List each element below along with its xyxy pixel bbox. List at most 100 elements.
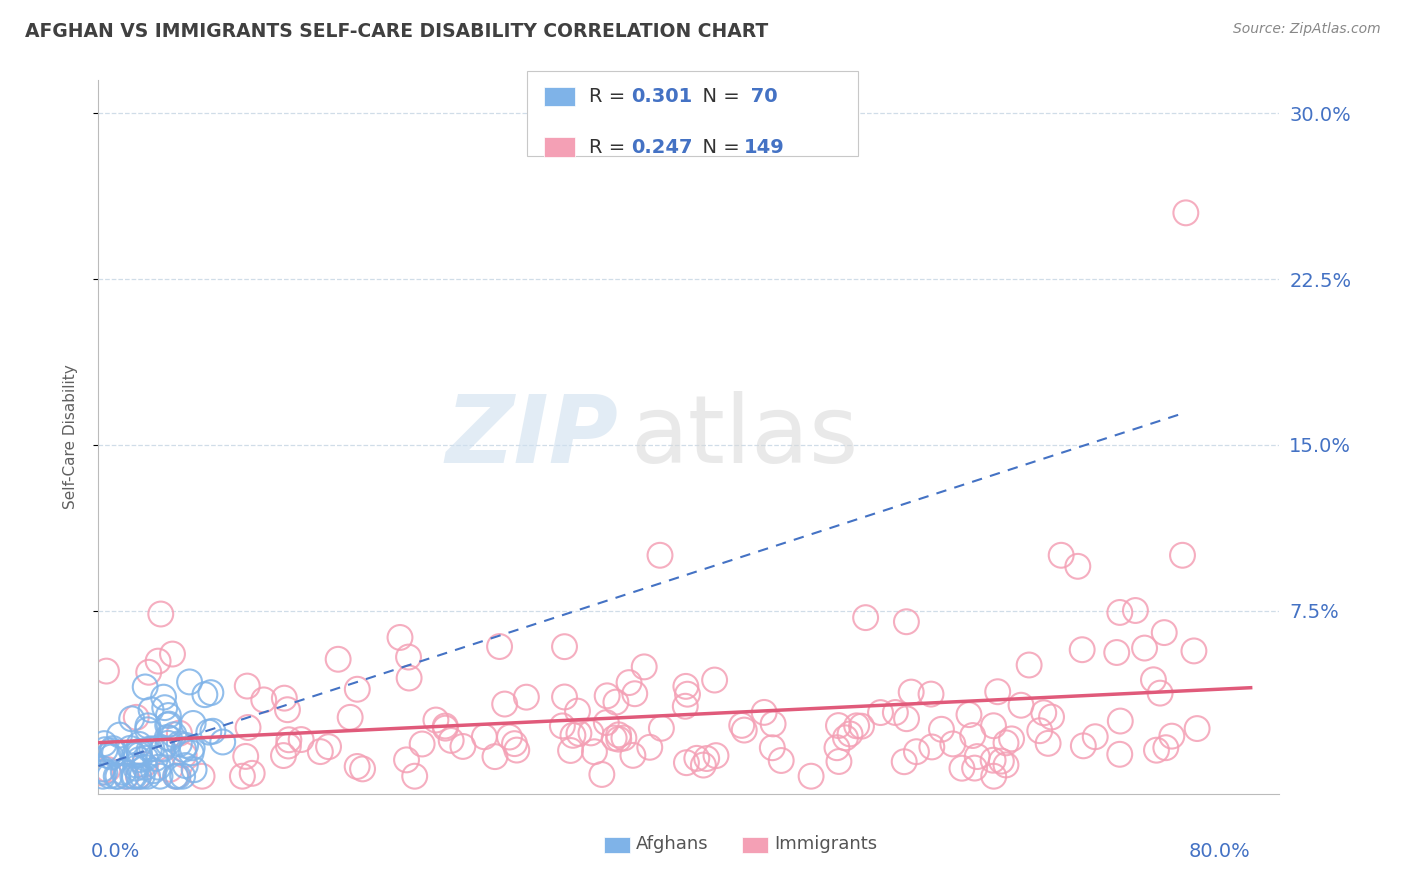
Point xyxy=(488,640,510,654)
Text: atlas: atlas xyxy=(630,391,858,483)
Point xyxy=(1000,731,1022,746)
Point xyxy=(800,769,823,783)
Point xyxy=(346,759,368,773)
Point xyxy=(91,769,114,783)
Point xyxy=(675,756,697,770)
Point xyxy=(100,750,122,764)
Point xyxy=(983,719,1005,733)
Point xyxy=(579,726,602,740)
Point xyxy=(211,735,233,749)
Point xyxy=(128,747,150,762)
Point xyxy=(125,710,148,724)
Point xyxy=(1073,739,1095,753)
Point xyxy=(191,769,214,783)
Point xyxy=(128,744,150,758)
Point xyxy=(388,631,411,645)
Point xyxy=(398,671,420,685)
Point xyxy=(1149,686,1171,700)
Point xyxy=(136,723,159,737)
Point xyxy=(825,740,848,755)
Point xyxy=(1108,747,1130,762)
FancyBboxPatch shape xyxy=(742,838,768,853)
Point xyxy=(987,684,1010,698)
Point xyxy=(91,762,114,776)
Text: R =: R = xyxy=(589,137,631,157)
Point xyxy=(1125,603,1147,617)
Point xyxy=(135,751,157,765)
Point xyxy=(1108,606,1130,620)
Point xyxy=(583,745,606,759)
Point xyxy=(156,718,179,732)
Point xyxy=(128,753,150,767)
Point xyxy=(893,755,915,769)
Point xyxy=(136,719,159,733)
Point xyxy=(994,758,1017,772)
Point xyxy=(101,741,124,756)
Point xyxy=(138,742,160,756)
Point xyxy=(172,769,194,783)
Point xyxy=(96,664,118,678)
Point xyxy=(153,700,176,714)
Point xyxy=(115,769,138,783)
Point xyxy=(1010,698,1032,713)
FancyBboxPatch shape xyxy=(605,838,630,853)
Point xyxy=(425,713,447,727)
Point xyxy=(201,724,224,739)
Point xyxy=(339,710,361,724)
Point xyxy=(318,739,340,754)
Point xyxy=(503,737,526,751)
Point xyxy=(352,762,374,776)
Point xyxy=(613,731,636,745)
Point xyxy=(1146,743,1168,757)
Point xyxy=(990,754,1012,768)
Point xyxy=(595,715,617,730)
Point xyxy=(200,685,222,699)
Point xyxy=(103,746,125,760)
Point xyxy=(596,689,619,703)
Point xyxy=(1036,736,1059,750)
Point xyxy=(648,549,671,563)
Point xyxy=(1029,723,1052,738)
Point xyxy=(963,761,986,775)
Point xyxy=(120,741,142,756)
Point xyxy=(1109,714,1132,728)
Text: 0.247: 0.247 xyxy=(631,137,693,157)
Point xyxy=(277,732,299,747)
Point xyxy=(97,763,120,777)
Point xyxy=(498,730,520,744)
Text: 0.301: 0.301 xyxy=(631,87,693,106)
Point xyxy=(194,688,217,702)
Point xyxy=(1153,625,1175,640)
Point xyxy=(484,749,506,764)
Text: 149: 149 xyxy=(744,137,785,157)
Point xyxy=(931,723,953,737)
Point xyxy=(309,745,332,759)
Text: Immigrants: Immigrants xyxy=(773,835,877,853)
Point xyxy=(623,687,645,701)
Point xyxy=(105,769,128,783)
Point xyxy=(108,728,131,742)
Point xyxy=(395,753,418,767)
Point xyxy=(165,769,187,783)
Point xyxy=(676,687,699,701)
Point xyxy=(156,731,179,745)
Point xyxy=(180,746,202,760)
Point xyxy=(551,719,574,733)
Point xyxy=(921,739,943,754)
Point xyxy=(839,727,862,741)
Point xyxy=(142,764,165,778)
Point xyxy=(981,753,1004,767)
Point xyxy=(173,747,195,762)
Point xyxy=(181,740,204,755)
Point xyxy=(125,761,148,775)
Point xyxy=(173,742,195,756)
Point xyxy=(152,742,174,756)
Point xyxy=(855,610,877,624)
Point xyxy=(290,732,312,747)
Point xyxy=(162,647,184,661)
Point xyxy=(621,748,644,763)
Point xyxy=(696,751,718,765)
Point xyxy=(157,717,180,731)
Point xyxy=(675,679,697,693)
Point xyxy=(591,767,613,781)
